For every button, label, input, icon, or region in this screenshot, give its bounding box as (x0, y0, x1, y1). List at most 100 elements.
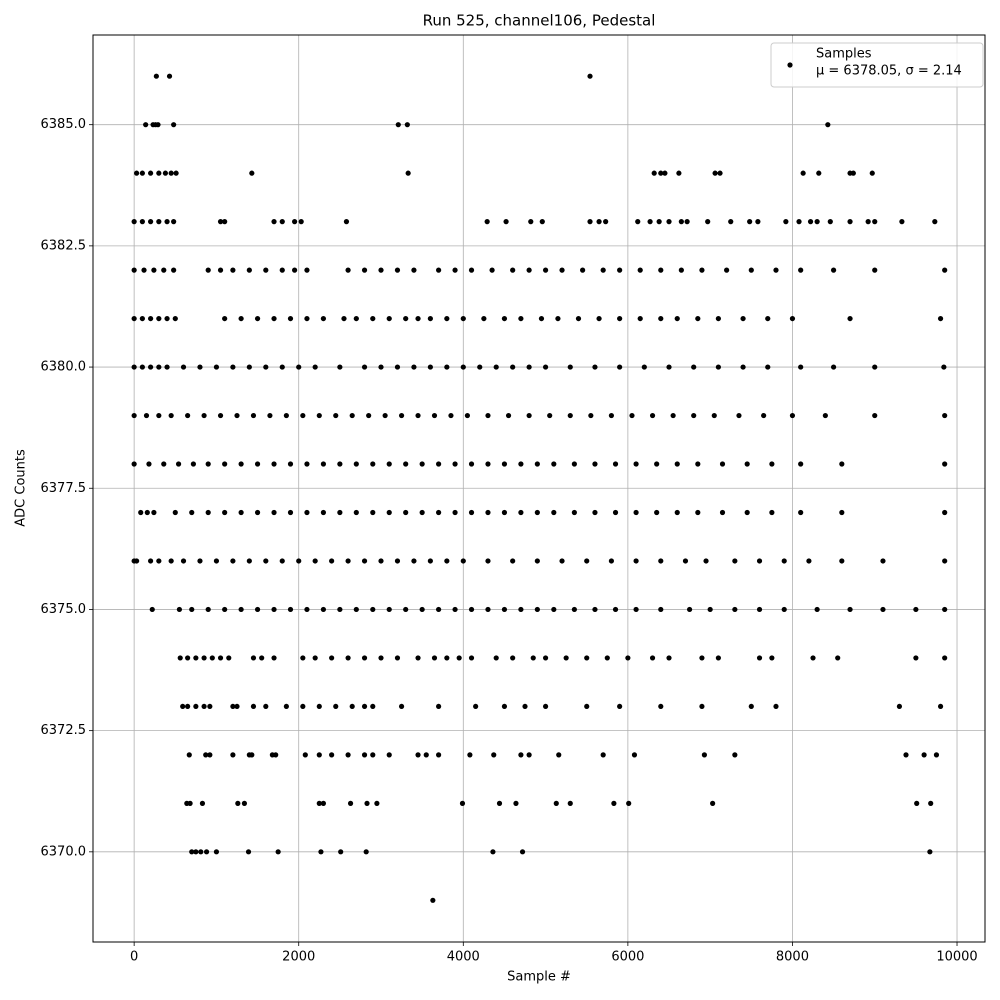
data-point (246, 558, 252, 564)
data-point (656, 219, 662, 225)
x-axis-label: Sample # (507, 970, 571, 985)
data-point (748, 703, 754, 710)
data-point (485, 412, 491, 419)
data-point (710, 800, 716, 806)
data-point (676, 170, 682, 176)
data-point (230, 364, 236, 370)
data-point (493, 364, 499, 370)
data-point (298, 219, 304, 225)
data-point (287, 461, 294, 467)
data-point (353, 606, 359, 613)
data-point (345, 655, 351, 661)
data-point (603, 219, 609, 225)
data-point (553, 800, 559, 806)
data-point (899, 219, 905, 225)
data-point (658, 606, 664, 613)
data-point (633, 461, 639, 467)
data-point (670, 412, 676, 419)
data-point (761, 412, 767, 419)
data-point (526, 412, 532, 419)
data-point (526, 752, 532, 758)
data-point (241, 800, 248, 806)
data-point (139, 315, 145, 322)
data-point (250, 412, 257, 419)
data-point (921, 752, 927, 758)
data-point (403, 606, 409, 613)
data-point (684, 219, 690, 225)
data-point (796, 219, 802, 225)
data-point (872, 267, 878, 273)
data-point (329, 752, 335, 758)
data-point (230, 752, 236, 758)
x-tick-label: 6000 (611, 950, 644, 965)
data-point (712, 170, 718, 176)
data-point (320, 315, 327, 322)
data-point (662, 170, 668, 176)
data-point (427, 315, 433, 322)
data-point (222, 606, 228, 613)
legend: Samples μ = 6378.05, σ = 2.14 (770, 42, 984, 88)
data-point (190, 461, 196, 467)
data-point (903, 752, 909, 758)
data-point (563, 655, 569, 661)
data-point (814, 219, 820, 225)
data-point (146, 461, 152, 467)
data-point (347, 800, 354, 806)
data-point (608, 412, 615, 419)
data-point (658, 315, 664, 322)
data-point (501, 461, 508, 467)
data-point (587, 73, 593, 79)
data-point (370, 461, 376, 467)
data-point (394, 558, 401, 564)
data-point (765, 364, 771, 370)
data-point (263, 364, 269, 370)
data-point (592, 364, 598, 370)
data-point (629, 412, 635, 419)
y-tick-label: 6382.5 (41, 238, 87, 253)
data-point (411, 364, 417, 370)
data-point (567, 412, 573, 419)
data-point (773, 703, 779, 710)
data-point (320, 800, 327, 806)
data-point (695, 315, 701, 322)
data-point (534, 509, 540, 516)
data-point (149, 606, 155, 613)
data-point (316, 800, 322, 806)
data-point (460, 315, 466, 322)
data-point (364, 800, 370, 806)
data-point (460, 558, 466, 564)
data-point (386, 461, 392, 467)
data-point (172, 315, 178, 322)
data-point (361, 267, 368, 273)
data-point (534, 558, 540, 564)
data-point (353, 509, 359, 516)
data-point (249, 170, 255, 176)
data-point (701, 752, 707, 758)
data-point (872, 364, 878, 370)
data-point (732, 558, 738, 564)
data-point (913, 655, 919, 661)
data-point (789, 315, 796, 322)
data-point (501, 509, 508, 516)
data-point (172, 509, 178, 516)
data-point (197, 364, 203, 370)
data-point (316, 703, 322, 710)
data-point (575, 315, 582, 322)
data-point (271, 655, 277, 661)
data-point (395, 122, 401, 128)
data-point (789, 412, 796, 419)
data-point (658, 170, 664, 176)
data-point (847, 606, 853, 613)
data-point (468, 606, 475, 613)
data-point (378, 267, 384, 273)
data-point (736, 412, 742, 419)
data-point (468, 267, 475, 273)
data-point (398, 412, 405, 419)
data-point (773, 267, 779, 273)
data-point (171, 219, 177, 225)
data-point (374, 800, 380, 806)
data-point (705, 219, 711, 225)
data-point (201, 412, 207, 419)
data-point (217, 219, 224, 225)
data-point (300, 655, 306, 661)
